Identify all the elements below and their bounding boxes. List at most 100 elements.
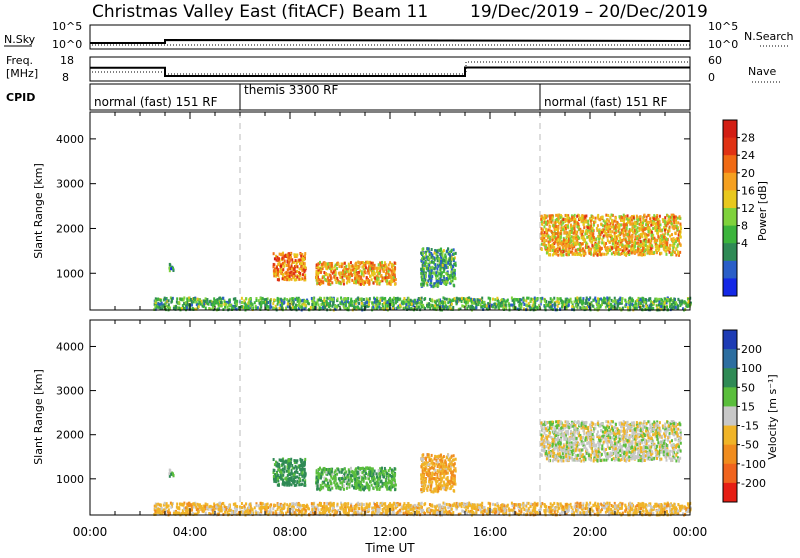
power-echo xyxy=(421,305,423,308)
power-echo xyxy=(562,218,564,221)
power-echo xyxy=(241,301,243,304)
power-echo xyxy=(495,306,497,309)
power-echo xyxy=(541,236,543,239)
power-echo xyxy=(674,242,676,245)
power-echo xyxy=(553,224,555,227)
power-echo xyxy=(648,299,650,302)
power-echo xyxy=(648,221,650,224)
power-echo xyxy=(669,234,671,237)
power-echo xyxy=(349,304,351,307)
freq-unit-label: [MHz] xyxy=(6,67,38,80)
power-echo xyxy=(553,252,555,255)
power-echo xyxy=(627,233,629,236)
power-echo xyxy=(293,268,295,271)
velocity-echo xyxy=(279,458,281,461)
power-echo xyxy=(566,239,568,242)
power-echo xyxy=(383,302,385,305)
power-echo xyxy=(342,302,344,305)
power-echo xyxy=(553,246,555,249)
power-echo xyxy=(421,297,423,300)
power-echo xyxy=(578,237,580,240)
power-echo xyxy=(641,235,643,238)
power-echo xyxy=(627,221,629,224)
power-echo xyxy=(450,262,452,265)
power-echo xyxy=(548,253,550,256)
power-echo xyxy=(595,244,597,247)
power-echo xyxy=(673,221,675,224)
power-echo xyxy=(666,306,668,309)
power-echo xyxy=(603,253,605,256)
power-echo xyxy=(611,237,613,240)
velocity-echo xyxy=(367,466,369,469)
power-echo xyxy=(344,297,346,300)
power-echo xyxy=(558,301,560,304)
power-echo xyxy=(586,236,588,239)
power-echo xyxy=(560,216,562,219)
power-echo xyxy=(554,249,556,252)
cpid-label: CPID xyxy=(6,91,35,104)
power-echo xyxy=(602,301,604,304)
power-echo xyxy=(630,248,632,251)
power-echo xyxy=(590,220,592,223)
power-echo xyxy=(583,235,585,238)
power-echo xyxy=(664,297,666,300)
power-echo xyxy=(562,228,564,231)
power-echo xyxy=(645,298,647,301)
power-echo xyxy=(565,305,567,308)
power-echo xyxy=(614,299,616,302)
power-echo xyxy=(545,221,547,224)
power-echo xyxy=(556,297,558,300)
power-echo xyxy=(434,267,436,270)
power-echo xyxy=(550,297,552,300)
power-echo xyxy=(379,282,381,285)
power-echo xyxy=(281,306,283,309)
sky-tick-top-right: 10^5 xyxy=(708,20,738,33)
station-title: Christmas Valley East (fitACF) xyxy=(92,2,345,22)
power-echo xyxy=(172,267,174,270)
power-echo xyxy=(287,302,289,305)
velocity-echo xyxy=(288,484,290,487)
power-echo xyxy=(659,239,661,242)
power-echo xyxy=(628,301,630,304)
power-echo xyxy=(684,300,686,303)
freq-strip: Freq. [MHz] 18 8 60 0 Nave xyxy=(6,54,780,84)
power-echo xyxy=(589,252,591,255)
power-echo xyxy=(554,241,556,244)
power-echo xyxy=(429,298,431,301)
power-echo xyxy=(523,303,525,306)
power-echo xyxy=(278,298,280,301)
power-echo xyxy=(619,248,621,251)
power-echo xyxy=(679,223,681,226)
velocity-echo xyxy=(394,473,396,476)
velocity-echo xyxy=(291,470,293,473)
power-echo xyxy=(354,272,356,275)
power-echo xyxy=(606,226,608,229)
velocity-echo xyxy=(381,482,383,485)
power-echo xyxy=(374,272,376,275)
power-echo xyxy=(574,214,576,217)
power-echo xyxy=(620,239,622,242)
power-echo xyxy=(391,269,393,272)
power-echo xyxy=(584,216,586,219)
power-echo xyxy=(478,301,480,304)
power-echo xyxy=(573,224,575,227)
power-echo xyxy=(437,284,439,287)
power-echo xyxy=(288,261,290,264)
power-echo xyxy=(324,278,326,281)
power-echo xyxy=(328,305,330,308)
power-echo xyxy=(205,307,207,310)
power-echo xyxy=(360,276,362,279)
power-echo xyxy=(277,268,279,271)
velocity-echo xyxy=(286,484,288,487)
power-echo xyxy=(285,307,287,310)
power-echo xyxy=(341,276,343,279)
power-echo xyxy=(622,249,624,252)
power-echo xyxy=(589,236,591,239)
power-echo xyxy=(642,297,644,300)
power-echo xyxy=(555,237,557,240)
power-echo xyxy=(389,261,391,264)
power-echo xyxy=(288,256,290,259)
power-echo xyxy=(533,303,535,306)
power-echo xyxy=(679,233,681,236)
power-echo xyxy=(423,258,425,261)
